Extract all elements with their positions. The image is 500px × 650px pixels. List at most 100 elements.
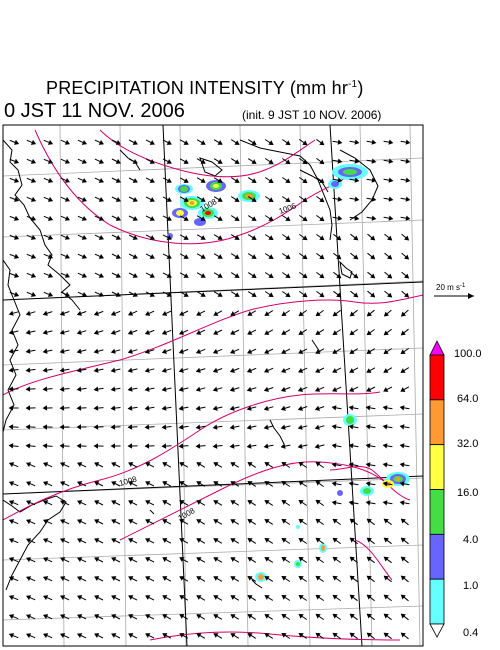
- wind-vector-head: [98, 177, 104, 183]
- wind-vector-head: [179, 481, 185, 486]
- wind-vector-head: [247, 633, 253, 638]
- wind-vector-head: [128, 595, 134, 600]
- wind-vector-head: [14, 158, 20, 164]
- wind-vector-head: [77, 519, 83, 525]
- wind-vector-head: [331, 405, 337, 411]
- wind-vector-head: [59, 310, 65, 316]
- wind-vector-head: [315, 311, 321, 317]
- wind-vector-head: [263, 386, 269, 392]
- wind-vector-head: [196, 595, 202, 600]
- wind-vector-head: [298, 632, 304, 638]
- wind-vector-head: [337, 215, 343, 221]
- wind-vector-head: [43, 462, 49, 467]
- wind-vector-head: [314, 424, 320, 430]
- wind-vector-head: [337, 196, 343, 202]
- wind-vector-head: [213, 481, 219, 486]
- wind-vector-head: [183, 292, 189, 297]
- wind-vector-head: [281, 518, 287, 524]
- wind-vector-head: [111, 481, 117, 486]
- coastlines: [3, 139, 379, 591]
- wind-vector-head: [251, 254, 257, 259]
- wind-vector-head: [145, 614, 151, 619]
- wind-vector-head: [43, 500, 49, 505]
- wind-vector-head: [247, 538, 253, 543]
- wind-vector-head: [179, 595, 185, 600]
- wind-vector-head: [195, 405, 201, 411]
- wind-reference: 20 m s-1: [434, 283, 474, 299]
- wind-vector-head: [298, 311, 304, 317]
- wind-vector-head: [315, 480, 321, 486]
- wind-vector-head: [331, 443, 337, 449]
- wind-vector-head: [264, 330, 270, 335]
- wind-vector-head: [268, 178, 274, 184]
- wind-vector-head: [76, 367, 82, 373]
- wind-vector-head: [332, 594, 338, 600]
- wind-vector-head: [25, 443, 31, 449]
- wind-vector-head: [30, 196, 37, 202]
- wind-vector-head: [25, 348, 31, 354]
- wind-vector-head: [332, 386, 338, 392]
- wind-vector-head: [213, 462, 219, 467]
- wind-vector-head: [217, 197, 223, 202]
- wind-vector-head: [319, 235, 325, 241]
- wind-vector-head: [149, 216, 155, 221]
- wind-vector-head: [314, 405, 320, 411]
- wind-vector-head: [251, 216, 257, 221]
- wind-vector-head: [217, 292, 223, 297]
- wind-vector-head: [183, 197, 189, 202]
- wind-vector-head: [25, 405, 30, 411]
- wind-reference-label: 20 m s-1: [436, 283, 466, 292]
- wind-vector-head: [94, 576, 100, 582]
- wind-vector-head: [281, 480, 287, 486]
- wind-vector-head: [382, 424, 388, 430]
- wind-vector-head: [128, 500, 134, 505]
- contour-label: 1008: [118, 474, 138, 487]
- wind-vector-head: [251, 273, 257, 278]
- wind-vector-head: [30, 139, 37, 145]
- wind-vector-head: [268, 273, 274, 279]
- wind-vector-head: [166, 254, 172, 259]
- wind-vector-head: [399, 443, 405, 449]
- wind-vector-head: [370, 254, 376, 260]
- wind-vector-head: [30, 158, 37, 164]
- wind-vector-head: [251, 197, 257, 202]
- wind-vector-head: [64, 272, 70, 278]
- colorbar-bin: [429, 578, 445, 625]
- wind-vector-head: [371, 158, 377, 164]
- wind-vector-head: [302, 235, 308, 241]
- wind-vector-head: [281, 632, 287, 638]
- wind-vector-head: [196, 614, 202, 619]
- wind-vector-head: [8, 538, 15, 544]
- wind-vector-head: [247, 576, 253, 581]
- colorbar-bottom-triangle: [429, 623, 445, 638]
- wind-vector-head: [8, 481, 15, 487]
- wind-vector-head: [264, 614, 270, 619]
- wind-vector-head: [234, 197, 240, 202]
- wind-vector-head: [59, 329, 65, 335]
- wind-vector-head: [298, 613, 304, 619]
- wind-vector-head: [145, 481, 151, 486]
- wind-vector-head: [268, 292, 274, 298]
- wind-vector-head: [149, 159, 155, 164]
- wind-vector-head: [319, 159, 325, 165]
- wind-vector-head: [64, 177, 70, 183]
- wind-vector-head: [59, 405, 65, 411]
- contour-label: 1006: [278, 201, 298, 216]
- wind-vector-head: [366, 594, 372, 600]
- wind-vector-head: [183, 178, 189, 183]
- wind-vector-head: [212, 386, 218, 392]
- wind-vector-head: [179, 329, 185, 335]
- wind-vector-head: [144, 367, 150, 373]
- wind-vector-head: [110, 405, 116, 411]
- wind-vector-head: [144, 443, 150, 449]
- wind-vector-head: [247, 462, 253, 467]
- wind-vector-head: [382, 500, 388, 506]
- wind-vector-head: [280, 443, 286, 449]
- wind-vector-head: [42, 329, 48, 335]
- wind-vector-head: [297, 424, 303, 430]
- wind-vector-head: [213, 576, 219, 581]
- wind-vector-head: [161, 329, 168, 335]
- wind-vector-head: [366, 518, 372, 524]
- wind-vector-head: [349, 556, 355, 562]
- wind-vector-head: [230, 349, 236, 354]
